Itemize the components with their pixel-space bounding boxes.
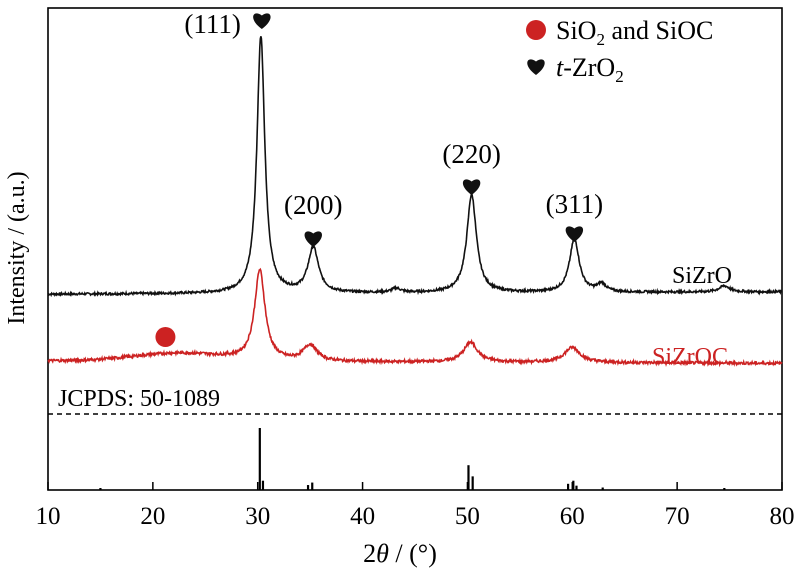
x-axis-label: 2θ / (°) — [363, 539, 437, 568]
x-tick-label: 50 — [455, 503, 480, 530]
x-tick-label: 80 — [770, 503, 795, 530]
x-tick-label: 60 — [560, 503, 585, 530]
series-label-sizro: SiZrO — [672, 263, 732, 289]
legend-label-sio2: SiO2 and SiOC — [556, 16, 713, 49]
legend-label-tzro2: t-ZrO2 — [556, 53, 624, 86]
x-tick-label: 30 — [245, 503, 270, 530]
peak-label: (200) — [284, 190, 342, 220]
x-tick-label: 20 — [140, 503, 165, 530]
plot-frame — [47, 7, 783, 491]
series-line-sizroc — [47, 267, 783, 368]
heart-marker-icon — [565, 226, 584, 242]
series-curves — [47, 36, 783, 368]
heart-marker-icon — [462, 179, 481, 195]
peak-label: (311) — [546, 189, 603, 219]
circle-marker-icon — [155, 327, 176, 347]
x-ticks: 10 20 30 40 50 60 70 80 — [36, 482, 795, 530]
heart-marker-icon — [304, 231, 323, 247]
y-axis-label: Intensity / (a.u.) — [4, 171, 30, 324]
legend: SiO2 and SiOC t-ZrO2 — [526, 16, 713, 86]
peak-annotations: (111) (200) (220) (311) — [155, 9, 603, 347]
peak-label: (111) — [184, 9, 240, 39]
legend-circle-icon — [526, 20, 546, 40]
x-tick-label: 40 — [350, 503, 375, 530]
series-line-sizro — [47, 36, 783, 298]
legend-heart-icon — [527, 59, 545, 75]
x-tick-label: 10 — [36, 503, 61, 530]
series-label-sizroc: SiZrOC — [652, 344, 728, 370]
x-tick-label: 70 — [665, 503, 690, 530]
heart-marker-icon — [253, 13, 271, 29]
reference-sticks — [99, 428, 726, 490]
reference-label: JCPDS: 50-1089 — [58, 386, 220, 412]
peak-label: (220) — [442, 139, 500, 169]
